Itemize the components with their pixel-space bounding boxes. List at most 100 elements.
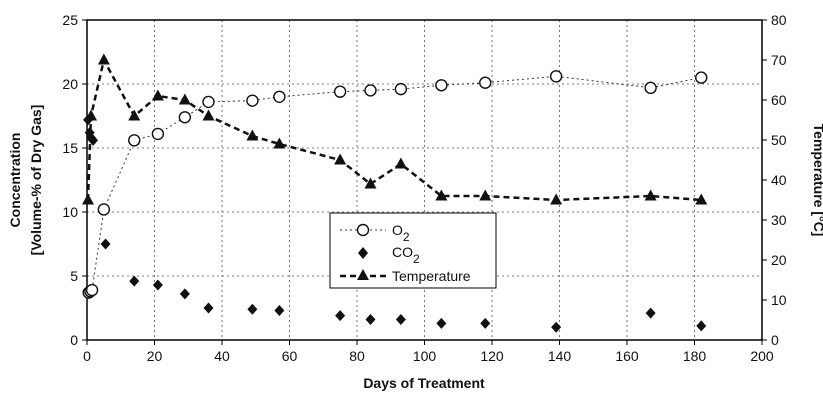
x-tick-label-8: 160 [615, 348, 639, 364]
y2-tick-label-0: 0 [771, 332, 779, 348]
x-tick-label-1: 20 [147, 348, 163, 364]
series-co2-point-13 [395, 314, 406, 326]
series-temperature-point-1 [85, 109, 98, 121]
series-o2-point-12 [394, 82, 408, 96]
series-o2-point-5 [151, 127, 165, 141]
y-tick-label-3: 15 [62, 140, 78, 156]
series-o2-point-6 [178, 111, 192, 124]
legend-co2-base: CO [392, 244, 413, 260]
y-tick-label-5: 25 [62, 12, 78, 28]
y-axis-title-line1: Concentration [7, 133, 23, 228]
x-tick-label-2: 40 [214, 348, 230, 364]
series-temperature-point-2 [97, 53, 110, 65]
series-temperature [82, 53, 708, 205]
y2-tick-label-3: 30 [771, 212, 787, 228]
legend-box [329, 212, 497, 289]
series-temperature-point-0 [82, 193, 95, 205]
series-co2-point-6 [152, 279, 163, 291]
series-layer [82, 53, 708, 333]
legend-o2-sub: 2 [403, 230, 410, 244]
series-o2-point-16 [644, 81, 657, 95]
y-tick-labels: 0 5 10 15 20 25 [62, 12, 87, 348]
series-temperature-point-6 [202, 109, 215, 121]
series-o2-point-2 [85, 283, 99, 297]
y2-axis-title: Temperature [°C] [811, 124, 823, 237]
y-tick-label-1: 5 [70, 268, 78, 284]
legend-temp-label: Temperature [392, 268, 471, 284]
series-o2-point-8 [246, 94, 259, 107]
series-o2-point-10 [333, 85, 347, 98]
x-tick-label-5: 100 [413, 348, 437, 364]
series-temperature-point-9 [334, 153, 347, 165]
y2-tick-label-4: 40 [771, 172, 787, 188]
x-tick-label-9: 180 [683, 348, 707, 364]
series-co2-point-5 [129, 275, 140, 287]
series-temperature-point-11 [394, 157, 407, 169]
series-co2-point-14 [436, 317, 447, 329]
series-o2-point-14 [479, 76, 492, 89]
legend-temp-marker [357, 269, 369, 280]
y-tick-label-2: 10 [62, 204, 78, 220]
series-o2-point-9 [273, 90, 286, 104]
grid-lines [87, 20, 762, 340]
x-tick-label-4: 80 [349, 348, 365, 364]
series-o2-point-3 [97, 203, 111, 216]
series-temperature-point-16 [695, 193, 708, 205]
series-temperature-point-12 [435, 189, 448, 201]
series-co2 [83, 114, 707, 333]
series-o2-point-11 [364, 84, 377, 97]
x-tick-label-10: 200 [750, 348, 774, 364]
series-co2-point-18 [696, 320, 707, 332]
series-co2-point-17 [645, 307, 656, 319]
series-co2-point-16 [551, 321, 562, 333]
y2-tick-label-6: 60 [771, 92, 787, 108]
legend-o2-base: O [392, 222, 403, 238]
series-o2-point-13 [435, 79, 448, 92]
series-co2-point-9 [247, 303, 258, 315]
y2-tick-label-2: 20 [771, 252, 787, 268]
series-temperature-point-4 [151, 89, 164, 101]
series-temperature-point-13 [479, 189, 492, 201]
series-temperature-point-15 [644, 189, 657, 201]
series-temperature-point-5 [178, 93, 191, 105]
series-o2 [82, 70, 708, 299]
legend: O2 CO2 Temperature [329, 212, 497, 289]
legend-co2-sub: 2 [413, 252, 420, 266]
series-temperature-point-10 [364, 177, 377, 189]
y-axis-title-line2: [Volume-% of Dry Gas] [28, 105, 44, 256]
legend-co2-marker [358, 247, 368, 259]
x-tick-labels: 0 20 40 60 80 100 120 140 160 180 200 [83, 340, 774, 364]
x-axis-title: Days of Treatment [363, 375, 485, 391]
series-co2-point-12 [365, 314, 376, 326]
series-o2-line [88, 75, 702, 294]
x-tick-label-3: 60 [282, 348, 298, 364]
series-temperature-line [86, 56, 702, 202]
series-o2-point-7 [202, 95, 215, 109]
series-o2-point-15 [549, 70, 563, 83]
legend-co2-label: CO2 [392, 244, 420, 266]
series-temperature-point-7 [246, 129, 259, 141]
series-temperature-point-8 [273, 137, 286, 149]
series-temperature-point-14 [550, 193, 563, 205]
y-tick-label-0: 0 [70, 332, 78, 348]
x-tick-label-6: 120 [480, 348, 504, 364]
y-tick-label-4: 20 [62, 76, 78, 92]
series-o2-point-17 [695, 71, 708, 84]
series-co2-point-8 [203, 302, 214, 314]
y2-tick-labels: 0 10 20 30 40 50 60 70 80 [762, 12, 787, 348]
legend-o2-marker [356, 223, 370, 237]
series-co2-point-4 [100, 238, 111, 250]
legend-o2-label: O2 [392, 222, 410, 244]
y2-tick-label-1: 10 [771, 292, 787, 308]
y2-tick-label-7: 70 [771, 52, 787, 68]
y2-tick-label-8: 80 [771, 12, 787, 28]
series-o2-point-4 [128, 134, 141, 147]
series-co2-point-11 [335, 310, 346, 322]
x-tick-label-7: 140 [548, 348, 572, 364]
series-co2-point-7 [179, 288, 190, 300]
series-temperature-point-3 [128, 109, 141, 121]
y2-tick-label-5: 50 [771, 132, 787, 148]
series-co2-point-10 [274, 305, 285, 317]
